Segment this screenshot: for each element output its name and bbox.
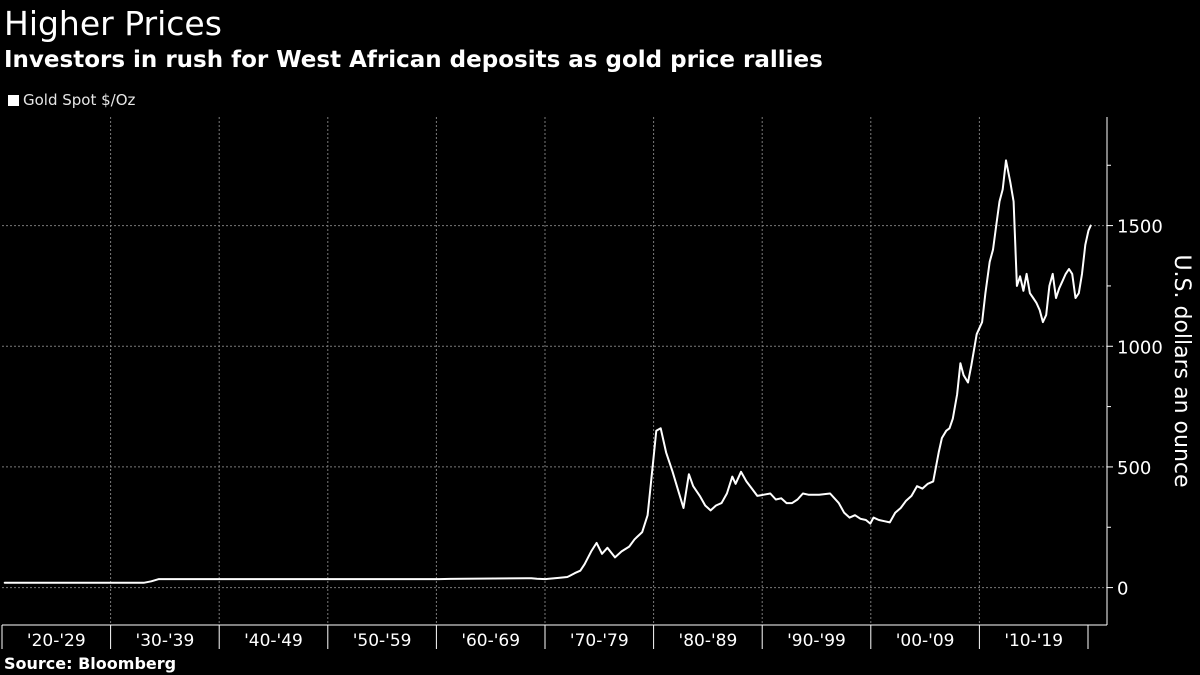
- y-tick-label: 1500: [1117, 217, 1163, 238]
- x-tick-label: '30-'39: [136, 631, 195, 651]
- source-note: Source: Bloomberg: [4, 654, 177, 673]
- x-tick-label: '10-'19: [1004, 631, 1063, 651]
- x-tick-label: '20-'29: [27, 631, 86, 651]
- y-tick-label: 0: [1117, 579, 1128, 600]
- x-tick-label: '60-'69: [461, 631, 520, 651]
- x-tick-label: '90-'99: [787, 631, 846, 651]
- x-tick-label: '40-'49: [244, 631, 303, 651]
- y-tick-label: 1000: [1117, 337, 1163, 358]
- y-tick-label: 500: [1117, 458, 1151, 479]
- y-axis-title: U.S. dollars an ounce: [1169, 254, 1194, 487]
- series-line-gold-spot: [3, 159, 1092, 584]
- x-tick-label: '70-'79: [570, 631, 629, 651]
- legend-swatch: [8, 94, 19, 106]
- chart-subtitle: Investors in rush for West African depos…: [4, 47, 823, 73]
- x-tick-label: '50-'59: [353, 631, 412, 651]
- legend-label: Gold Spot $/Oz: [23, 91, 136, 109]
- x-tick-label: '80-'89: [679, 631, 738, 651]
- x-tick-label: '00-'09: [896, 631, 955, 651]
- legend: Gold Spot $/Oz: [8, 90, 135, 110]
- chart-title: Higher Prices: [4, 4, 222, 43]
